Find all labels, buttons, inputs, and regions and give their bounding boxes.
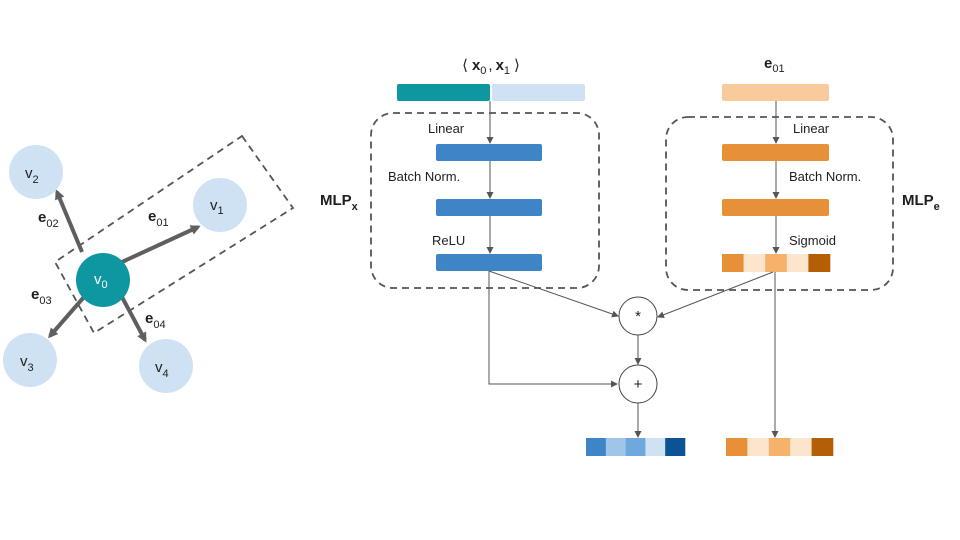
relu-to-multiply-arrow bbox=[488, 270, 619, 318]
mlp-e-box bbox=[665, 116, 894, 291]
multiply-operator-label: * bbox=[635, 308, 641, 325]
output-e-bar-segment-5 bbox=[811, 438, 834, 456]
sigmoid-output-bar bbox=[722, 254, 831, 272]
node-v3-label: v3 bbox=[20, 353, 34, 374]
sigmoid-bar-segment-4 bbox=[786, 254, 809, 272]
mlp-x-batchnorm-block bbox=[436, 199, 542, 216]
node-v0 bbox=[76, 253, 130, 307]
edge-e02-label: e02 bbox=[38, 209, 59, 230]
edge-e01-arrow bbox=[121, 225, 201, 264]
output-e-bar-segment-1 bbox=[726, 438, 748, 456]
output-e-bar-segment-4 bbox=[790, 438, 812, 456]
mlp-e-layer-linear: Linear bbox=[793, 121, 830, 136]
add-operator-label: + bbox=[634, 376, 643, 393]
output-x-bar-segment-2 bbox=[605, 438, 626, 456]
residual-skip-arrow bbox=[488, 271, 618, 388]
node-v1 bbox=[193, 178, 247, 232]
node-v0-label: v0 bbox=[94, 271, 108, 291]
mlp-e-layer-sigmoid: Sigmoid bbox=[789, 233, 836, 248]
sigmoid-bar-segment-5 bbox=[808, 254, 831, 272]
output-e-bar-segment-3 bbox=[768, 438, 791, 456]
mlp-e-layer-batchnorm: Batch Norm. bbox=[789, 169, 861, 184]
mlp-e-batchnorm-block bbox=[722, 199, 829, 216]
node-v4 bbox=[139, 339, 193, 393]
x1-feature-bar bbox=[492, 84, 585, 101]
edge-e03-arrow bbox=[48, 295, 86, 339]
output-x-bar-segment-3 bbox=[625, 438, 646, 456]
mlp-e-linear-block bbox=[722, 144, 829, 161]
edge-e02-arrow bbox=[55, 189, 84, 253]
sigmoid-bar-segment-1 bbox=[722, 254, 744, 272]
mlp-x-layer-relu: ReLU bbox=[432, 233, 465, 248]
output-x-bar-segment-4 bbox=[645, 438, 666, 456]
mlp-x-layer-linear: Linear bbox=[428, 121, 465, 136]
x0-feature-bar bbox=[397, 84, 490, 101]
mlp-x-linear-block bbox=[436, 144, 542, 161]
output-x-bar bbox=[586, 438, 686, 456]
node-v1-label: v1 bbox=[210, 197, 224, 217]
edge-e01-label: e01 bbox=[148, 208, 169, 229]
mlp-e-label: MLPe bbox=[902, 192, 940, 213]
mlp-x-relu-block bbox=[436, 254, 542, 271]
node-v2-label: v2 bbox=[25, 165, 39, 186]
mlp-x-input-label: ⟨ x0, x1 ⟩ bbox=[462, 57, 520, 77]
node-v3 bbox=[3, 333, 57, 387]
edge-e04-arrow bbox=[120, 296, 147, 343]
output-e-bar-segment-2 bbox=[747, 438, 770, 456]
node-v4-label: v4 bbox=[155, 359, 169, 380]
output-e-bar bbox=[726, 438, 834, 456]
e01-feature-bar bbox=[722, 84, 829, 101]
mlp-e-input-label: e01 bbox=[764, 55, 785, 75]
sigmoid-to-multiply-arrow bbox=[657, 271, 774, 319]
mlp-x-layer-batchnorm: Batch Norm. bbox=[388, 169, 460, 184]
edge-e04-label: e04 bbox=[145, 310, 166, 331]
node-v2 bbox=[9, 145, 63, 199]
output-x-bar-segment-5 bbox=[665, 438, 686, 456]
sigmoid-bar-segment-3 bbox=[765, 254, 788, 272]
sigmoid-bar-segment-2 bbox=[743, 254, 766, 272]
edge-e03-label: e03 bbox=[31, 286, 52, 307]
output-x-bar-segment-1 bbox=[586, 438, 607, 456]
mlp-x-label: MLPx bbox=[320, 192, 359, 213]
